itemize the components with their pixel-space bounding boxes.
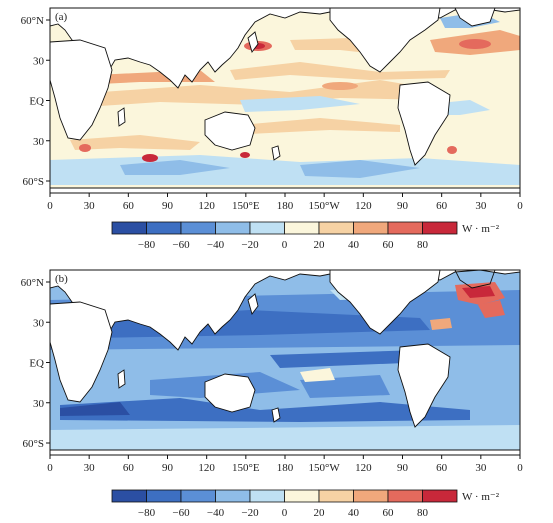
colorbar-tick-label: 40 <box>348 507 360 519</box>
colorbar-swatch <box>318 221 354 235</box>
colorbar-tick-label: −20 <box>241 239 259 251</box>
lon-tick-label: 120 <box>355 200 372 212</box>
colorbar-swatch <box>180 489 216 503</box>
lat-tick-label: 60°N <box>21 15 44 27</box>
lon-tick-label: 30 <box>84 200 96 212</box>
colorbar-swatch <box>180 221 216 235</box>
lon-tick-label: 180 <box>277 462 294 474</box>
colorbar-swatch <box>353 489 389 503</box>
colorbar-tick-label: −80 <box>138 507 156 519</box>
colorbar-tick-label: 0 <box>282 507 288 519</box>
colorbar-swatch <box>215 221 251 235</box>
colorbar-tick-label: 40 <box>348 239 360 251</box>
lon-tick-label: 90 <box>397 462 409 474</box>
lat-tick-label: 30 <box>33 398 45 410</box>
colorbar-tick-label: −60 <box>172 507 190 519</box>
colorbar-swatch <box>387 221 423 235</box>
lat-tick-label: 60°S <box>22 176 44 188</box>
colorbar-swatch <box>146 489 182 503</box>
colorbar-tick-label: 20 <box>314 239 326 251</box>
lon-tick-label: 90 <box>162 462 174 474</box>
colorbar-tick-label: −20 <box>241 507 259 519</box>
lon-tick-label: 0 <box>517 200 523 212</box>
panel-a-field <box>50 8 520 193</box>
lon-tick-label: 150°E <box>232 462 260 474</box>
colorbar-tick-label: −40 <box>207 239 225 251</box>
colorbar-swatch <box>249 221 285 235</box>
lat-tick-label: EQ <box>29 358 44 370</box>
colorbar-tick-label: 20 <box>314 507 326 519</box>
colorbar-swatch <box>422 221 458 235</box>
colorbar-swatch <box>284 221 320 235</box>
colorbar-swatch <box>146 221 182 235</box>
colorbar-tick-label: −60 <box>172 239 190 251</box>
colorbar-swatch <box>422 489 458 503</box>
colorbar-tick-label: 60 <box>383 507 395 519</box>
colorbar-b: −80 −60 −40 −20 0 20 40 60 80 W · m⁻² <box>111 489 500 519</box>
lon-tick-label: 150°W <box>309 200 341 212</box>
lon-tick-label: 180 <box>277 200 294 212</box>
lon-tick-label: 30 <box>475 462 487 474</box>
colorbar-tick-label: 0 <box>282 239 288 251</box>
panel-b-label: (b) <box>55 273 68 285</box>
lon-tick-label: 90 <box>397 200 409 212</box>
colorbar-tick-label: 80 <box>417 239 429 251</box>
lon-tick-label: 30 <box>475 200 487 212</box>
lon-tick-label: 60 <box>123 200 135 212</box>
colorbar-tick-label: 80 <box>417 507 429 519</box>
colorbar-unit: W · m⁻² <box>462 223 500 235</box>
lon-tick-label: 0 <box>47 200 53 212</box>
lat-tick-label: EQ <box>29 96 44 108</box>
lon-tick-label: 150°W <box>309 462 341 474</box>
colorbar-swatch <box>111 221 147 235</box>
colorbar-tick-label: −40 <box>207 507 225 519</box>
lat-tick-label: 30 <box>33 55 45 67</box>
lon-tick-label: 60 <box>436 462 448 474</box>
colorbar-swatch <box>215 489 251 503</box>
colorbar-unit: W · m⁻² <box>462 491 500 503</box>
lat-tick-label: 30 <box>33 136 45 148</box>
panel-a-label: (a) <box>55 11 68 23</box>
colorbar-tick-label: 60 <box>383 239 395 251</box>
lon-tick-label: 60 <box>436 200 448 212</box>
colorbar-swatch <box>111 489 147 503</box>
lon-tick-label: 120 <box>198 200 215 212</box>
colorbar-swatch <box>318 489 354 503</box>
colorbar-swatch <box>284 489 320 503</box>
lat-tick-label: 30 <box>33 317 45 329</box>
lon-tick-label: 120 <box>198 462 215 474</box>
lon-tick-label: 60 <box>123 462 135 474</box>
lon-tick-label: 0 <box>47 462 53 474</box>
colorbar-a: −80 −60 −40 −20 0 20 40 60 80 W · m⁻² <box>111 221 500 251</box>
colorbar-swatch <box>387 489 423 503</box>
lon-tick-label: 120 <box>355 462 372 474</box>
lat-tick-label: 60°S <box>22 438 44 450</box>
lon-tick-label: 90 <box>162 200 174 212</box>
lat-tick-label: 60°N <box>21 277 44 289</box>
lon-tick-label: 150°E <box>232 200 260 212</box>
lon-tick-label: 0 <box>517 462 523 474</box>
colorbar-tick-label: −80 <box>138 239 156 251</box>
colorbar-swatch <box>249 489 285 503</box>
lon-tick-label: 30 <box>84 462 96 474</box>
panel-b-field <box>50 270 520 455</box>
colorbar-swatch <box>353 221 389 235</box>
